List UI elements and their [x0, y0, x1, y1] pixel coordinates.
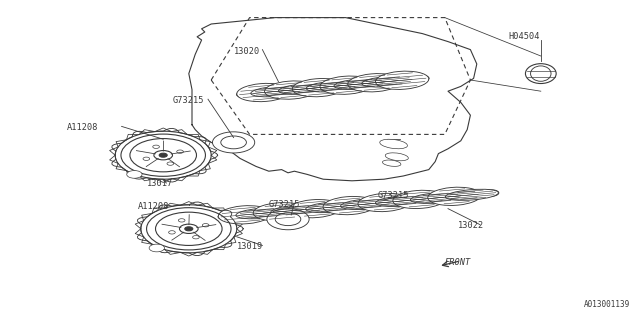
Circle shape [212, 132, 255, 153]
Ellipse shape [271, 204, 324, 216]
Ellipse shape [306, 202, 359, 213]
Ellipse shape [237, 84, 290, 102]
Text: FRONT: FRONT [445, 258, 471, 267]
Text: G73215: G73215 [173, 96, 204, 105]
Ellipse shape [445, 189, 499, 200]
Circle shape [185, 227, 193, 231]
Circle shape [115, 131, 211, 179]
Text: 13019: 13019 [237, 242, 263, 251]
Ellipse shape [376, 71, 429, 89]
Ellipse shape [253, 203, 307, 221]
Ellipse shape [264, 81, 318, 99]
Circle shape [127, 171, 142, 178]
Ellipse shape [428, 187, 481, 205]
Ellipse shape [307, 81, 359, 92]
Ellipse shape [218, 213, 234, 220]
Circle shape [156, 212, 222, 245]
Ellipse shape [383, 160, 401, 166]
Circle shape [159, 153, 167, 157]
Ellipse shape [385, 153, 408, 161]
Text: 13022: 13022 [458, 221, 484, 230]
Ellipse shape [525, 64, 556, 84]
Circle shape [149, 244, 164, 252]
Ellipse shape [348, 74, 401, 92]
Ellipse shape [340, 198, 394, 210]
Ellipse shape [410, 192, 463, 204]
Ellipse shape [380, 139, 408, 149]
Ellipse shape [413, 76, 429, 82]
Ellipse shape [358, 193, 412, 212]
Text: A11208: A11208 [138, 202, 169, 211]
Ellipse shape [362, 76, 415, 87]
Ellipse shape [218, 206, 271, 224]
Ellipse shape [237, 91, 253, 97]
Text: G73215: G73215 [378, 191, 409, 200]
Text: 13020: 13020 [234, 47, 260, 56]
Ellipse shape [278, 83, 332, 94]
Ellipse shape [334, 78, 387, 90]
Text: 13017: 13017 [147, 180, 173, 188]
Ellipse shape [376, 196, 429, 206]
Circle shape [267, 209, 309, 230]
Circle shape [141, 205, 237, 253]
Ellipse shape [292, 78, 346, 97]
Text: A013001139: A013001139 [584, 300, 630, 309]
Ellipse shape [393, 190, 446, 209]
Ellipse shape [483, 190, 499, 196]
Ellipse shape [236, 208, 289, 219]
Ellipse shape [323, 196, 376, 215]
Circle shape [130, 139, 196, 172]
Text: H04504: H04504 [509, 32, 540, 41]
Text: G73215: G73215 [269, 200, 300, 209]
Ellipse shape [288, 199, 341, 218]
Ellipse shape [251, 86, 304, 97]
Text: A11208: A11208 [67, 124, 99, 132]
Ellipse shape [320, 76, 373, 94]
